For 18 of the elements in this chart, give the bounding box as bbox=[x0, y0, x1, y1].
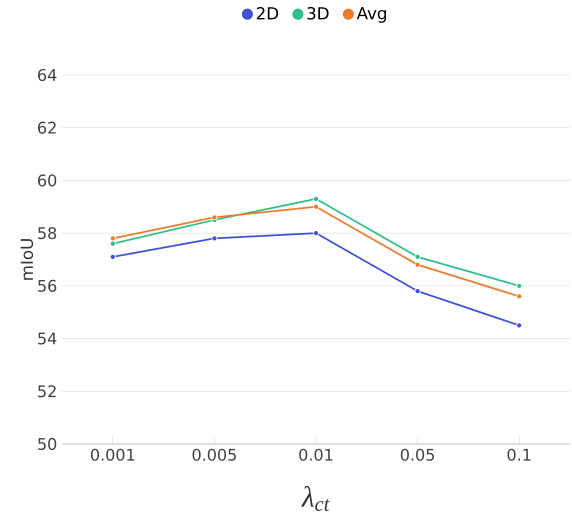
y-tick-label: 58 bbox=[38, 227, 56, 240]
x-tick-label: 0.05 bbox=[400, 448, 434, 461]
y-tick-label: 50 bbox=[38, 438, 56, 450]
x-tick-label: 0.001 bbox=[90, 448, 134, 461]
y-tick-label: 54 bbox=[38, 332, 56, 345]
y-tick-label: 60 bbox=[38, 174, 56, 186]
y-tick-label: 52 bbox=[38, 385, 56, 398]
y-axis-title: mIoU bbox=[20, 239, 34, 280]
x-axis-title: λ$_{ct}$ bbox=[301, 486, 330, 511]
y-tick-label: 64 bbox=[38, 68, 56, 82]
legend-label: 2D bbox=[256, 7, 278, 20]
legend-label: 3D bbox=[307, 7, 329, 20]
x-tick-label: 0.005 bbox=[192, 448, 236, 461]
y-tick-label: 62 bbox=[38, 122, 56, 134]
x-tick-label: 0.01 bbox=[299, 448, 332, 461]
x-tick-label: 0.1 bbox=[508, 448, 530, 461]
y-tick-label: 56 bbox=[38, 280, 56, 292]
legend-label: Avg bbox=[356, 7, 386, 23]
